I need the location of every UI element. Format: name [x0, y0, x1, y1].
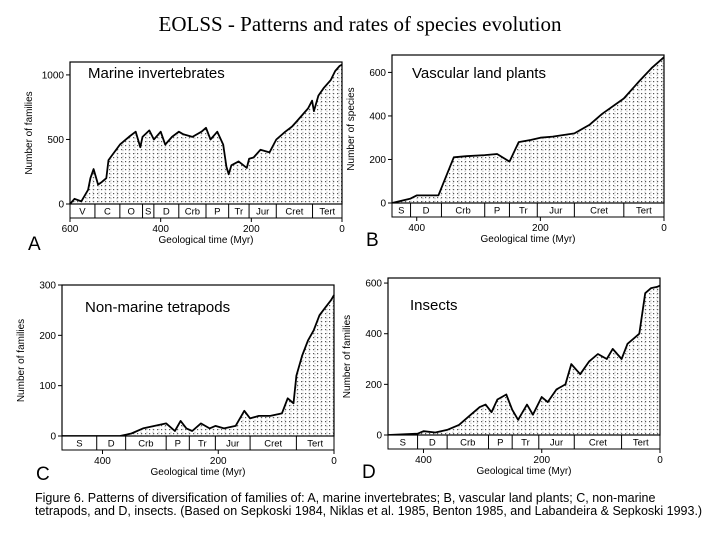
panel-c-y-tick-label: 300 — [39, 281, 56, 292]
page-title: EOLSS - Patterns and rates of species ev… — [158, 12, 562, 36]
panel-a-title: Marine invertebrates — [88, 65, 225, 82]
panel-a-period-label: Jur — [256, 207, 269, 218]
panel-b-y-axis-label: Number of species — [346, 87, 357, 170]
panel-b-period-label: Cret — [590, 206, 608, 217]
panel-b-area-texture — [392, 57, 664, 204]
panel-a-period-label: Tert — [319, 207, 335, 218]
panel-a-period-label: P — [214, 207, 220, 218]
panel-d-period-label: D — [429, 438, 436, 449]
panel-d-period-label: P — [497, 438, 503, 449]
panel-a-x-tick-label: 0 — [339, 224, 345, 235]
panel-c-x-axis-label: Geological time (Myr) — [150, 467, 245, 478]
panel-d-area-texture — [388, 285, 660, 435]
panel-c-period-label: Jur — [226, 439, 239, 450]
panel-c-y-tick-label: 100 — [39, 381, 56, 392]
panel-d-x-axis-label: Geological time (Myr) — [476, 466, 571, 477]
panel-c-x-tick-label: 0 — [331, 456, 337, 467]
panel-b-y-tick-label: 200 — [369, 155, 386, 166]
panel-c-period-label: P — [175, 439, 181, 450]
panel-d-x-tick-label: 200 — [533, 455, 550, 466]
panel-c-period-label: Tert — [307, 439, 323, 450]
panel-a-period-label: V — [79, 207, 86, 218]
panel-a-y-axis-label: Number of families — [24, 91, 35, 174]
panel-d-period-label: Jur — [550, 438, 563, 449]
panel-c-letter: C — [36, 464, 50, 485]
panel-b-y-tick-label: 600 — [369, 68, 386, 79]
panel-a-period-label: S — [145, 207, 151, 218]
panel-c-period-label: Cret — [264, 439, 282, 450]
panel-c-y-tick-label: 200 — [39, 331, 56, 342]
panel-b-x-tick-label: 200 — [532, 223, 549, 234]
panel-c-frame — [61, 284, 335, 437]
panel-d: S D Crb P Tr Jur Cret Tert 0 200 400 600 400 200 0 Geol… — [342, 277, 663, 483]
panel-d-y-tick-label: 0 — [376, 431, 382, 442]
panel-d-y-tick-label: 200 — [365, 380, 382, 391]
panel-a-period-label: Cret — [285, 207, 303, 218]
panel-c-title: Non-marine tetrapods — [85, 299, 230, 316]
panel-d-title: Insects — [410, 297, 458, 314]
panel-c-period-label: Tr — [198, 439, 207, 450]
panel-a-x-tick-label: 400 — [152, 224, 169, 235]
panel-d-period-label: S — [400, 438, 406, 449]
panel-d-x-tick-label: 400 — [415, 455, 432, 466]
panel-b-x-tick-label: 400 — [408, 223, 425, 234]
panel-d-y-axis-label: Number of families — [342, 315, 353, 398]
panel-b-period-label: Tr — [519, 206, 528, 217]
panel-a-y-tick-label: 1000 — [42, 70, 65, 81]
panel-d-letter: D — [362, 462, 376, 483]
panel-a: V C O S D Crb P Tr Jur Cret Tert 0 500 1000 600 400 200 0… — [24, 61, 345, 255]
panel-b-x-axis-label: Geological time (Myr) — [480, 234, 575, 245]
panel-d-period-label: Tert — [633, 438, 649, 449]
panel-b-title: Vascular land plants — [412, 65, 546, 82]
panel-b-x-tick-label: 0 — [661, 223, 667, 234]
panel-b-y-tick-label: 400 — [369, 111, 386, 122]
panel-d-series-line — [387, 284, 661, 436]
panel-b: S D Crb P Tr Jur Cret Tert 0 200 400 600 400 200 0 Geol… — [346, 54, 667, 251]
panel-b-period-label: Jur — [549, 206, 562, 217]
panel-b-period-label: P — [494, 206, 500, 217]
panel-a-area-texture — [70, 64, 342, 204]
panel-b-period-band — [391, 202, 665, 218]
panel-b-frame — [391, 54, 665, 204]
panel-d-period-label: Cret — [589, 438, 607, 449]
panel-a-period-label: C — [104, 207, 111, 218]
panel-a-period-label: D — [163, 207, 170, 218]
panel-d-period-label: Crb — [460, 438, 475, 449]
panel-b-period-label: D — [423, 206, 430, 217]
panel-c-x-tick-label: 200 — [210, 456, 227, 467]
panel-a-x-axis-label: Geological time (Myr) — [158, 235, 253, 246]
panel-a-y-tick-label: 500 — [47, 135, 64, 146]
panel-c-area-texture — [62, 295, 334, 436]
panel-d-x-tick-label: 0 — [657, 455, 663, 466]
panel-b-letter: B — [366, 230, 379, 251]
panel-c-period-label: S — [76, 439, 82, 450]
panel-b-period-label: Crb — [455, 206, 470, 217]
panel-a-period-label: O — [128, 207, 135, 218]
panel-b-y-tick-label: 0 — [380, 199, 386, 210]
panel-c: S D Crb P Tr Jur Cret Tert 0 100 200 300 400 200 0 Geol… — [16, 281, 337, 486]
panel-a-letter: A — [28, 234, 41, 255]
panel-a-x-tick-label: 200 — [243, 224, 260, 235]
panel-d-period-label: Tr — [521, 438, 530, 449]
panel-a-series-line — [69, 63, 343, 205]
panel-b-period-label: Tert — [636, 206, 652, 217]
panel-d-y-tick-label: 600 — [365, 279, 382, 290]
panel-b-series-line — [391, 56, 665, 204]
panel-a-period-label: Tr — [235, 207, 244, 218]
panel-a-y-tick-label: 0 — [58, 200, 64, 211]
panel-c-period-label: D — [108, 439, 115, 450]
panel-b-period-label: S — [398, 206, 404, 217]
panel-d-y-tick-label: 400 — [365, 329, 382, 340]
panel-c-series-line — [62, 294, 335, 437]
panel-a-x-tick-label: 600 — [62, 224, 79, 235]
panel-c-y-axis-label: Number of families — [16, 319, 27, 402]
panel-a-period-label: Crb — [185, 207, 200, 218]
panel-a-frame — [69, 61, 343, 205]
panel-d-frame — [387, 277, 661, 436]
panel-c-y-tick-label: 0 — [50, 432, 56, 443]
panel-c-x-tick-label: 400 — [94, 456, 111, 467]
figure-caption: Figure 6. Patterns of diversification of… — [35, 491, 703, 518]
panel-c-period-label: Crb — [138, 439, 153, 450]
